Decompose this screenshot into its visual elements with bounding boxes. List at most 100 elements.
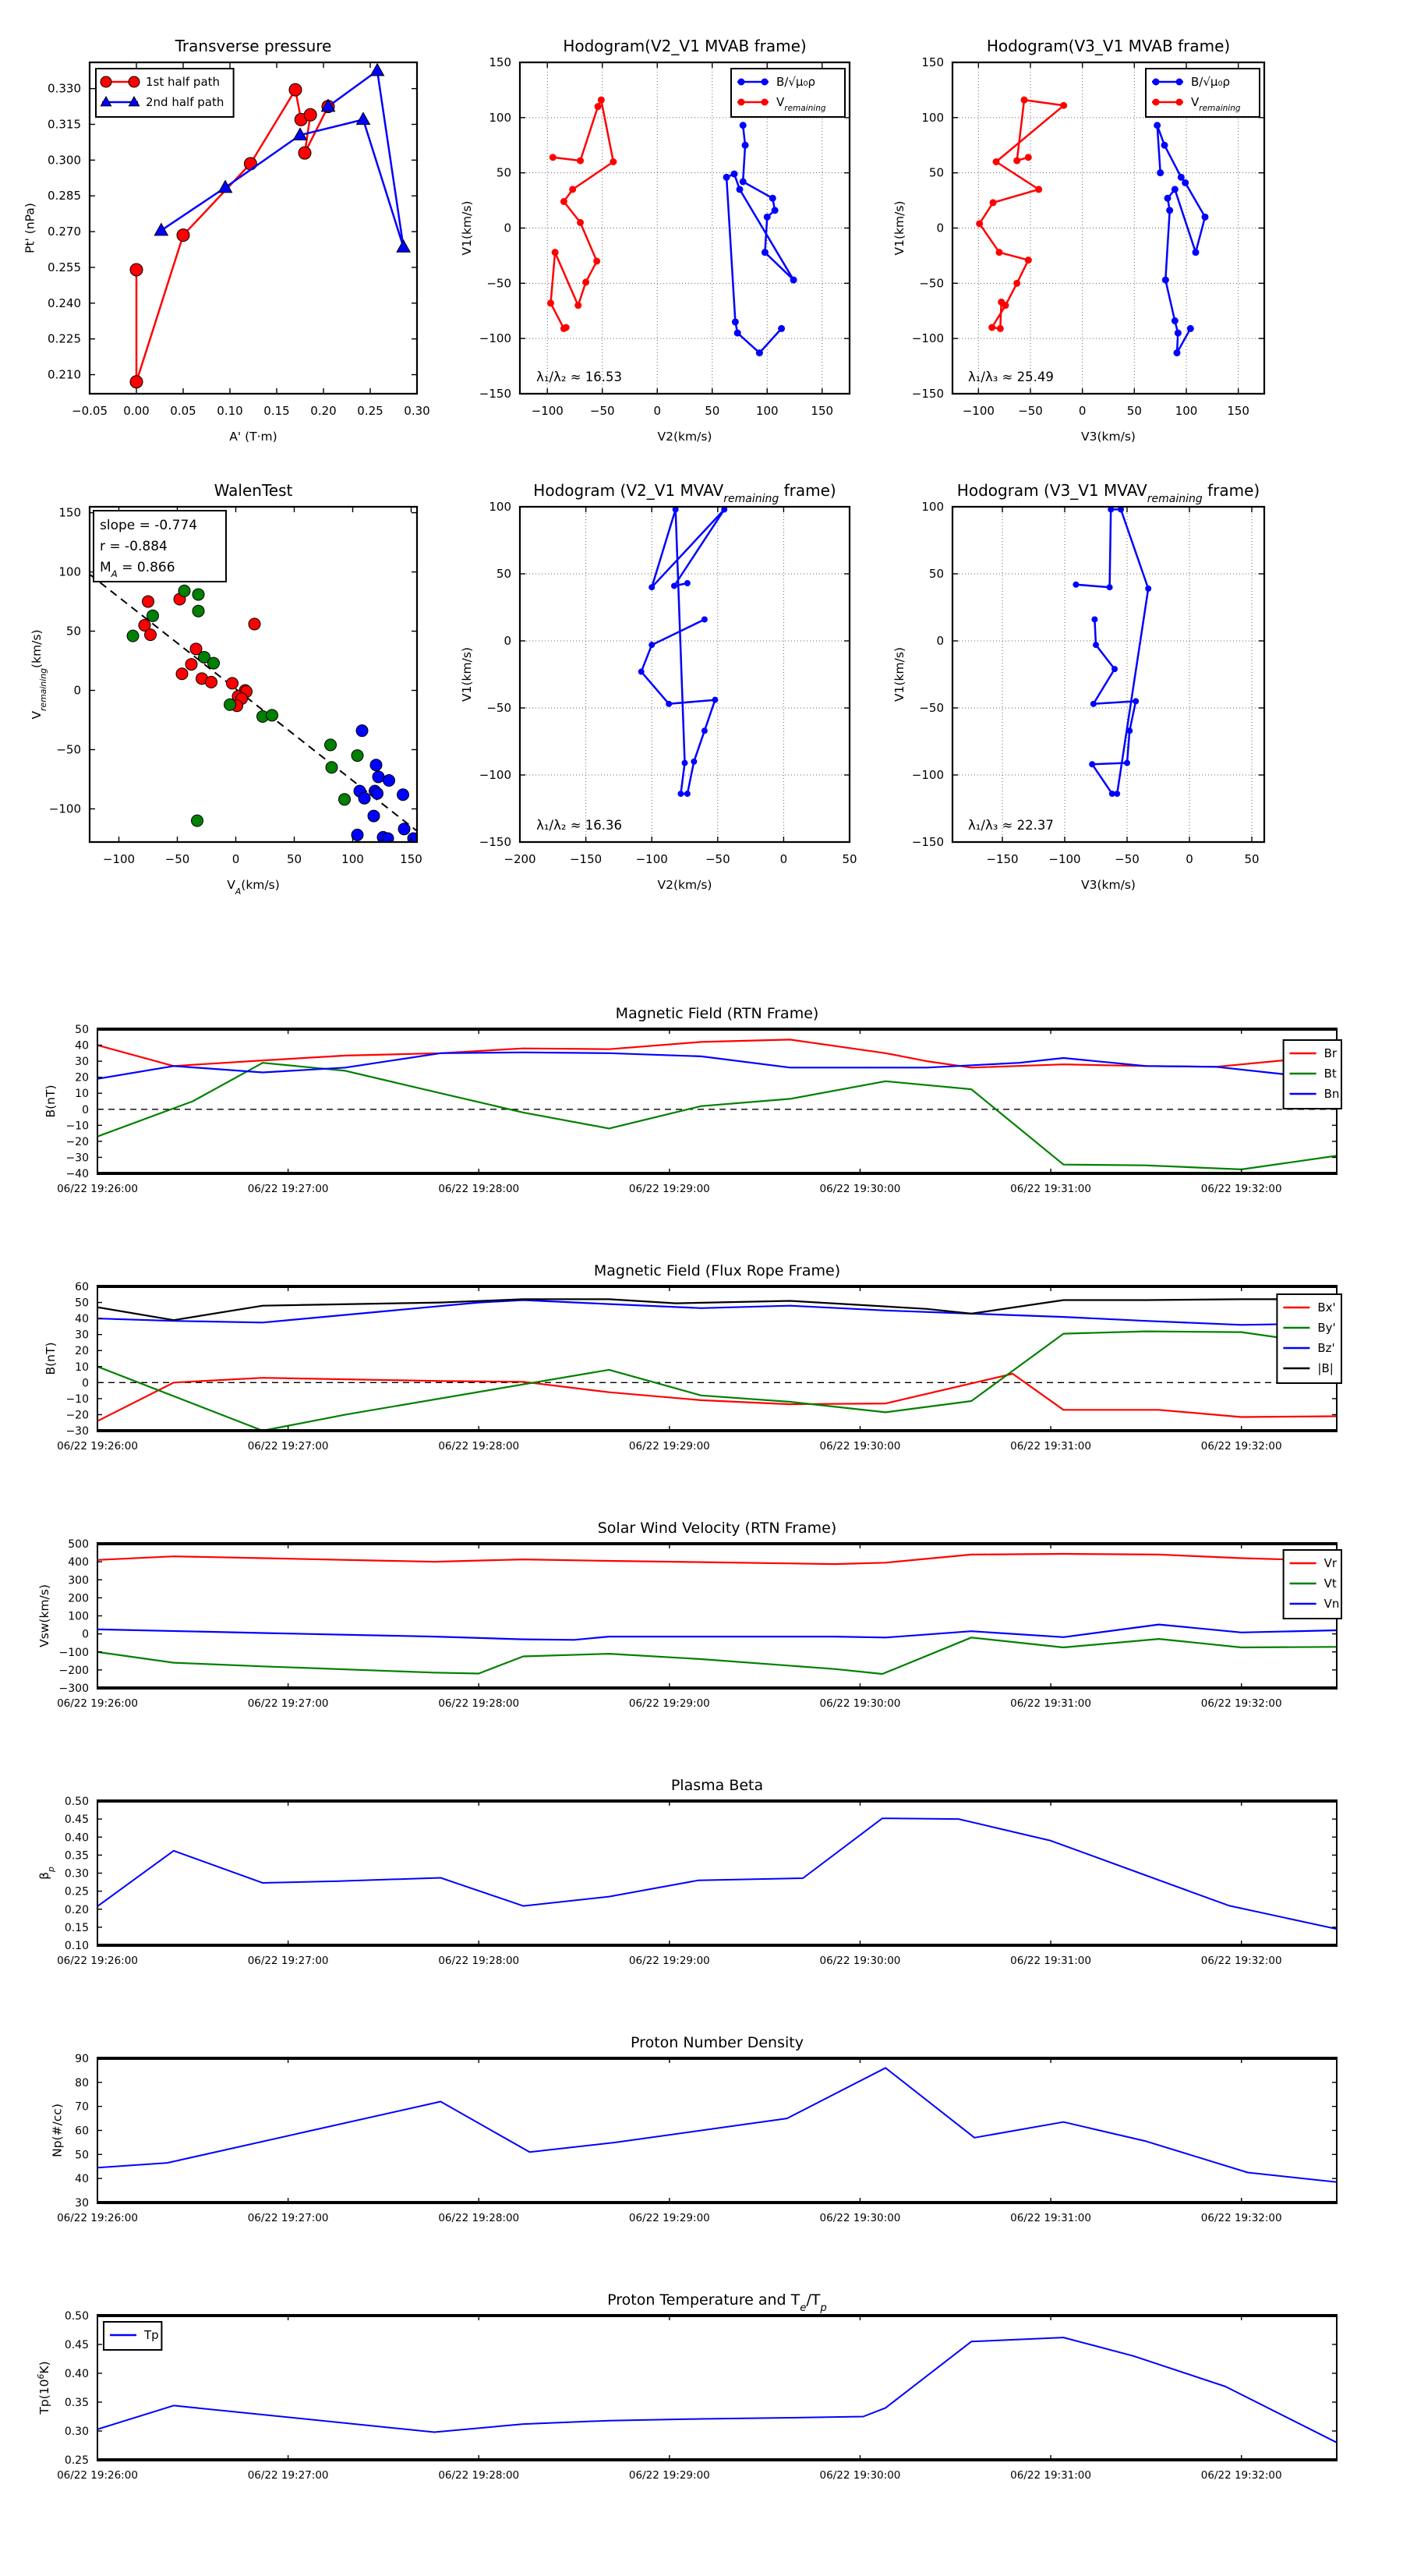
x-tick-label: 06/22 19:30:00 — [820, 2212, 901, 2224]
y-tick-label: 20 — [75, 1345, 89, 1357]
legend-label: Bz' — [1317, 1341, 1334, 1355]
y-tick-label: 0.30 — [65, 1868, 89, 1881]
y-tick-label: 150 — [489, 55, 511, 69]
series-Np — [97, 2067, 1337, 2183]
x-tick-label: −50 — [1018, 404, 1043, 418]
y-tick-label: 300 — [68, 1574, 89, 1587]
y-tick-label: −150 — [912, 835, 944, 849]
x-tick-label: 0 — [780, 852, 788, 866]
x-tick-label: 06/22 19:28:00 — [438, 2212, 519, 2224]
legend-label: Br — [1324, 1046, 1338, 1060]
annotation-text: λ₁/λ₂ ≈ 16.53 — [536, 370, 622, 384]
x-tick-label: 0 — [653, 404, 661, 418]
chart-title: Hodogram (V3_V1 MVAVremaining frame) — [957, 481, 1260, 505]
series-group3 — [351, 724, 417, 842]
series-Bz' — [97, 1299, 1337, 1326]
series-group — [97, 1552, 1337, 1675]
info-box-line: r = -0.884 — [100, 539, 168, 554]
series-group2 — [126, 584, 364, 827]
x-tick-label: 06/22 19:32:00 — [1201, 1697, 1282, 1710]
series-Bx' — [97, 1372, 1337, 1422]
y-tick-label: 0.25 — [65, 2454, 89, 2467]
x-tick-label: 06/22 19:29:00 — [629, 1955, 710, 1967]
y-axis-label: V1(km/s) — [460, 647, 474, 702]
series-V_remaining — [976, 96, 1068, 332]
series-V_remaining — [546, 96, 617, 332]
y-tick-label: 0.210 — [48, 368, 81, 382]
series-group — [638, 507, 728, 798]
chart-title: Solar Wind Velocity (RTN Frame) — [598, 1520, 837, 1537]
y-tick-label: 20 — [75, 1072, 89, 1085]
ticks — [97, 2315, 1337, 2461]
y-axis-label: V1(km/s) — [460, 201, 474, 256]
y-tick-label: 0.25 — [65, 1886, 89, 1898]
x-tick-label: 06/22 19:32:00 — [1201, 2212, 1282, 2224]
x-tick-label: 06/22 19:27:00 — [248, 1955, 329, 1967]
x-tick-label: 06/22 19:32:00 — [1201, 2469, 1282, 2482]
y-axis-label: B(nT) — [44, 1342, 58, 1375]
x-tick-label: 100 — [1175, 404, 1198, 418]
y-tick-label: −30 — [65, 1425, 89, 1438]
x-tick-label: 06/22 19:31:00 — [1010, 2469, 1091, 2482]
chart-title: Magnetic Field (RTN Frame) — [616, 1005, 819, 1022]
chart-b_fr: −30 −20 −10 0 10 20 30 40 50 60 06/22 19:26:00 06/2… — [44, 1262, 1343, 1453]
ticks — [90, 507, 417, 842]
y-tick-label: 0.270 — [48, 225, 81, 239]
chart-hodo_b2: −150 −100 −50 0 50 100 150 −100 −50 0 50 100 150 Hodo… — [460, 37, 851, 444]
info-box-line: MA = 0.866 — [100, 560, 175, 579]
y-tick-label: 40 — [75, 1313, 89, 1325]
x-tick-label: −100 — [532, 404, 564, 418]
y-tick-label: −100 — [59, 1647, 89, 1659]
x-tick-label: 06/22 19:27:00 — [248, 1183, 329, 1195]
y-tick-label: −100 — [479, 768, 511, 782]
series-group — [1073, 507, 1152, 798]
y-tick-label: 50 — [66, 625, 81, 639]
tick-labels: 0.10 0.15 0.20 0.25 0.30 0.35 0.40 0.45 0.50 06/2… — [57, 1796, 1282, 1967]
legend: Tp — [103, 2321, 163, 2351]
spines — [88, 505, 419, 844]
y-tick-label: 10 — [75, 1361, 89, 1374]
series-group — [976, 96, 1209, 357]
x-tick-label: 100 — [341, 852, 364, 866]
tick-labels: −40 −30 −20 −10 0 10 20 30 40 50 06/22 19:26:00 06/… — [57, 1024, 1282, 1195]
x-tick-label: 0.15 — [263, 404, 289, 418]
x-axis-label: V3(km/s) — [1081, 878, 1136, 892]
x-axis-label: V3(km/s) — [1081, 430, 1136, 444]
series-Tp — [97, 2337, 1337, 2443]
x-tick-label: 06/22 19:26:00 — [57, 1697, 138, 1710]
x-tick-label: 0.30 — [404, 404, 429, 418]
ticks — [89, 62, 418, 394]
y-tick-label: 0 — [936, 634, 944, 648]
y-tick-label: 0.35 — [65, 1849, 89, 1862]
y-tick-label: −20 — [65, 1136, 89, 1148]
y-tick-label: −150 — [479, 835, 511, 849]
tick-labels: −300 −200 −100 0 100 200 300 400 500 06/22 19:26:… — [57, 1538, 1282, 1710]
legend: Vr Vt Vn — [1282, 1549, 1342, 1619]
y-tick-label: 0.50 — [65, 1796, 89, 1808]
annotation-text: λ₁/λ₂ ≈ 16.36 — [536, 818, 622, 833]
annotation-text: λ₁/λ₃ ≈ 25.49 — [968, 370, 1054, 384]
y-tick-label: 0.255 — [48, 260, 81, 274]
y-tick-label: 60 — [75, 1281, 89, 1293]
series-B hodogram — [1073, 507, 1152, 798]
x-tick-label: −100 — [1048, 852, 1080, 866]
y-axis-label: Np(#/cc) — [50, 2104, 64, 2157]
y-tick-label: 50 — [75, 2149, 89, 2161]
x-tick-label: −200 — [504, 852, 535, 866]
x-tick-label: 50 — [1127, 404, 1142, 418]
legend-label: Vremaining — [776, 95, 826, 113]
x-tick-label: 06/22 19:30:00 — [820, 1440, 901, 1453]
y-tick-label: 100 — [68, 1611, 89, 1623]
x-tick-label: −150 — [570, 852, 602, 866]
series-group — [90, 573, 417, 842]
y-tick-label: 90 — [75, 2053, 89, 2065]
y-tick-label: 50 — [497, 567, 511, 581]
y-tick-label: 0 — [936, 221, 944, 235]
chart-hodo_v2: −150 −100 −50 0 50 100 −200 −150 −100 −50 0 50 Hodog… — [460, 481, 857, 892]
ticks — [97, 2058, 1337, 2203]
x-tick-label: 50 — [1244, 852, 1259, 866]
chart-vsw: −300 −200 −100 0 100 200 300 400 500 06/22 19:26:… — [37, 1520, 1342, 1710]
x-tick-label: 06/22 19:27:00 — [248, 2212, 329, 2224]
y-tick-label: 0.225 — [48, 332, 81, 346]
